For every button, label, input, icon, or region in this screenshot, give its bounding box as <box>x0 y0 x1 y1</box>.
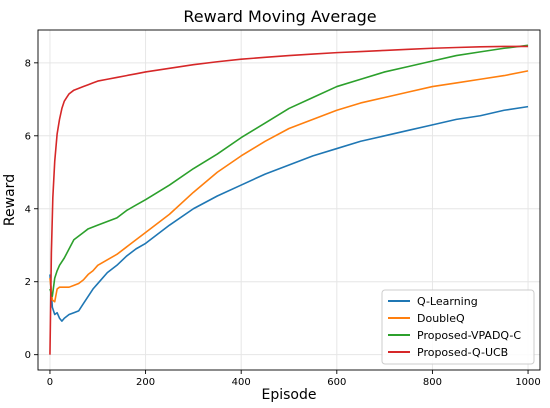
x-tick-label: 200 <box>136 377 155 388</box>
chart-title: Reward Moving Average <box>183 7 376 26</box>
series-line-2 <box>49 70 529 303</box>
y-tick-label: 4 <box>25 204 31 215</box>
y-tick-label: 6 <box>25 131 31 142</box>
y-tick-label: 0 <box>25 350 31 361</box>
x-axis-label: Episode <box>262 387 317 403</box>
legend-label: Proposed-Q-UCB <box>417 346 508 359</box>
x-tick-label: 800 <box>423 377 442 388</box>
legend: Q-Learning DoubleQ Proposed-VPADQ-C Propose… <box>381 289 535 365</box>
series-line-1 <box>49 105 529 322</box>
x-tick-label: 400 <box>232 377 251 388</box>
legend-box <box>381 289 535 365</box>
series-lines <box>49 44 529 355</box>
legend-label: DoubleQ <box>417 312 465 325</box>
y-tick-label: 8 <box>25 58 31 69</box>
axes: 0 200 400 600 800 1000 0 2 4 6 8 <box>25 58 541 388</box>
series-line-4 <box>49 45 529 355</box>
y-axis-label: Reward <box>2 174 18 226</box>
y-tick-label: 2 <box>25 277 31 288</box>
x-tick-label: 600 <box>327 377 346 388</box>
x-tick-label: 1000 <box>515 377 540 388</box>
x-tick-label: 0 <box>47 377 53 388</box>
series-line-3 <box>49 44 529 298</box>
legend-label: Q-Learning <box>417 295 478 308</box>
grid <box>38 30 540 370</box>
plot-frame <box>37 29 541 371</box>
legend-label: Proposed-VPADQ-C <box>417 329 521 342</box>
